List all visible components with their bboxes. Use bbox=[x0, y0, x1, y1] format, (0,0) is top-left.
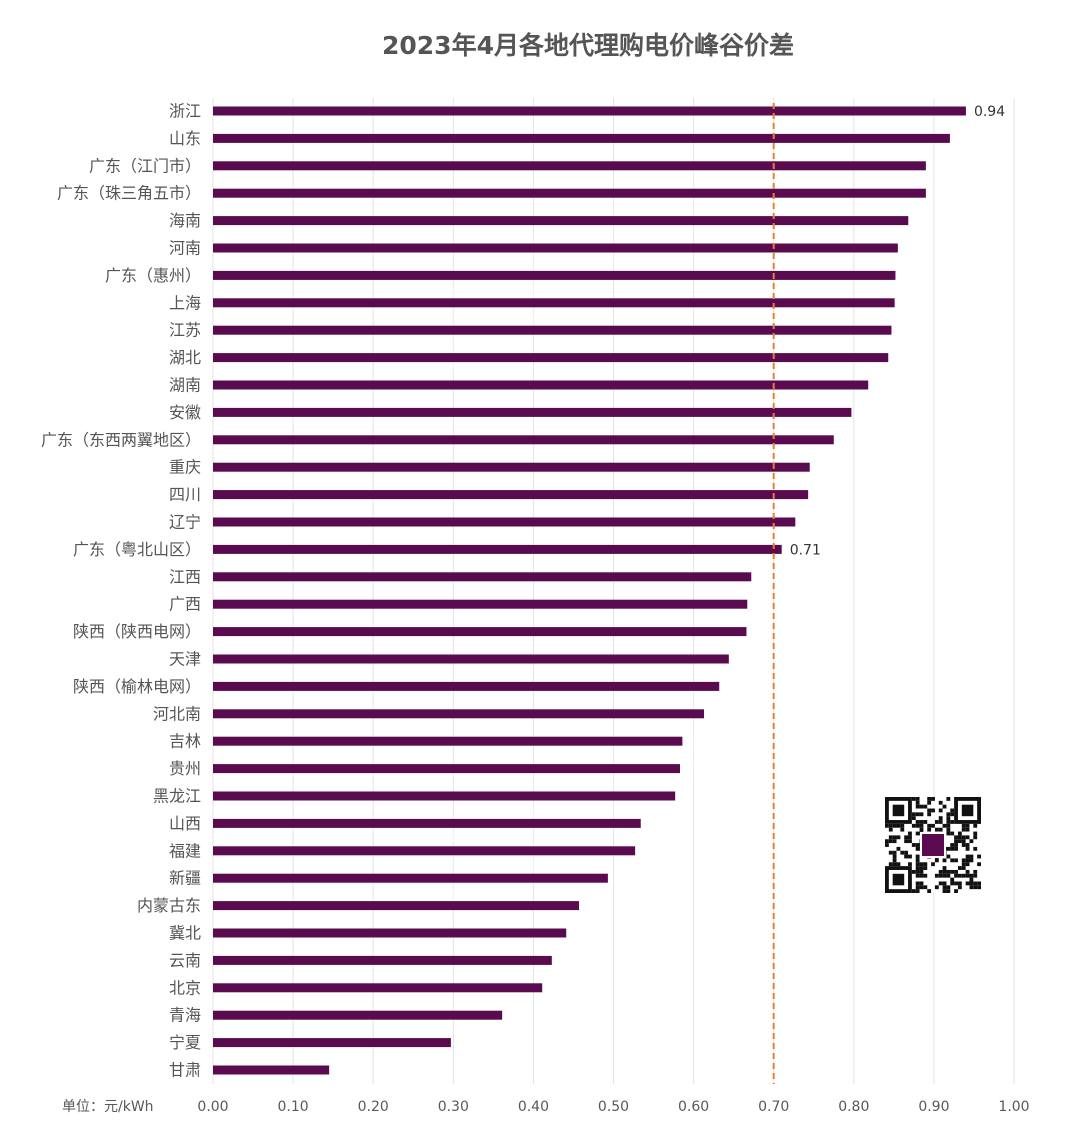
x-tick-label: 0.20 bbox=[358, 1099, 389, 1115]
category-label: 甘肃 bbox=[169, 1061, 201, 1080]
category-label: 湖南 bbox=[169, 376, 201, 395]
category-label: 河南 bbox=[169, 239, 201, 258]
bar bbox=[213, 572, 752, 582]
category-label: 云南 bbox=[169, 951, 201, 970]
bar bbox=[213, 709, 705, 719]
category-label: 广东（珠三角五市） bbox=[57, 184, 201, 203]
category-label: 黑龙江 bbox=[153, 787, 201, 806]
x-tick-label: 0.60 bbox=[678, 1099, 709, 1115]
bar bbox=[213, 901, 580, 911]
chart-title: 2023年4月各地代理购电价峰谷价差 bbox=[382, 31, 794, 60]
category-label: 山西 bbox=[169, 814, 201, 833]
x-tick-label: 0.00 bbox=[197, 1099, 228, 1115]
bar bbox=[213, 736, 683, 746]
data-labels: 0.94 0.71 bbox=[790, 104, 1005, 558]
bar bbox=[213, 243, 898, 253]
bar bbox=[213, 1038, 451, 1048]
category-label: 内蒙古东 bbox=[137, 896, 201, 915]
bar bbox=[213, 764, 680, 774]
category-label: 四川 bbox=[169, 485, 201, 504]
category-label: 北京 bbox=[169, 978, 201, 997]
bar bbox=[213, 818, 641, 828]
bar bbox=[213, 216, 909, 226]
qr-code-icon bbox=[884, 796, 982, 894]
x-tick-label: 0.50 bbox=[598, 1099, 629, 1115]
category-label: 浙江 bbox=[169, 102, 201, 121]
bar bbox=[213, 462, 810, 472]
category-label: 吉林 bbox=[169, 732, 201, 751]
bar bbox=[213, 627, 747, 637]
x-tick-label: 0.70 bbox=[758, 1099, 789, 1115]
category-label: 江西 bbox=[169, 567, 201, 586]
bar bbox=[213, 517, 796, 527]
bar bbox=[213, 1065, 330, 1075]
bar bbox=[213, 270, 896, 280]
category-label: 广东（粤北山区） bbox=[73, 540, 201, 559]
bar bbox=[213, 681, 720, 691]
category-label: 江苏 bbox=[169, 321, 201, 340]
data-label: 0.94 bbox=[974, 104, 1005, 120]
x-tick-label: 0.90 bbox=[918, 1099, 949, 1115]
category-label: 新疆 bbox=[169, 869, 201, 888]
x-tick-label: 0.40 bbox=[518, 1099, 549, 1115]
bar bbox=[213, 791, 676, 801]
data-label: 0.71 bbox=[790, 542, 821, 558]
bar bbox=[213, 298, 895, 308]
bar bbox=[213, 928, 567, 938]
bar bbox=[213, 106, 966, 116]
bar bbox=[213, 133, 950, 143]
category-label: 辽宁 bbox=[169, 513, 201, 532]
category-label: 贵州 bbox=[169, 759, 201, 778]
bar bbox=[213, 435, 834, 445]
bar bbox=[213, 654, 729, 664]
bar bbox=[213, 955, 552, 965]
category-label: 海南 bbox=[169, 211, 201, 230]
category-label: 广东（东西两翼地区） bbox=[41, 430, 201, 449]
bar bbox=[213, 983, 543, 993]
category-label: 湖北 bbox=[169, 348, 201, 367]
bar bbox=[213, 544, 782, 554]
bar bbox=[213, 161, 926, 171]
bar bbox=[213, 873, 608, 883]
bar bbox=[213, 1010, 503, 1020]
x-tick-label: 0.80 bbox=[838, 1099, 869, 1115]
x-tick-label: 0.10 bbox=[278, 1099, 309, 1115]
bar bbox=[213, 490, 809, 500]
category-label: 冀北 bbox=[169, 924, 201, 943]
category-label: 陕西（陕西电网） bbox=[73, 622, 201, 641]
category-label: 陕西（榆林电网） bbox=[73, 677, 201, 696]
x-tick-label: 0.30 bbox=[438, 1099, 469, 1115]
bar bbox=[213, 325, 892, 335]
category-label: 广东（惠州） bbox=[105, 266, 201, 285]
bar bbox=[213, 407, 852, 417]
unit-label: 单位：元/kWh bbox=[62, 1099, 154, 1115]
category-label: 宁夏 bbox=[169, 1033, 201, 1052]
bar bbox=[213, 188, 926, 198]
bars bbox=[213, 106, 966, 1075]
bar bbox=[213, 846, 636, 856]
category-label: 重庆 bbox=[169, 458, 201, 477]
category-label: 天津 bbox=[169, 650, 201, 669]
category-label: 广西 bbox=[169, 595, 201, 614]
bar bbox=[213, 380, 869, 390]
category-label: 青海 bbox=[169, 1006, 201, 1025]
category-label: 安徽 bbox=[169, 403, 201, 422]
x-tick-label: 1.00 bbox=[998, 1099, 1029, 1115]
gridlines bbox=[212, 98, 1015, 1084]
bar bbox=[213, 353, 889, 363]
category-label: 广东（江门市） bbox=[89, 156, 201, 175]
bar bbox=[213, 599, 748, 609]
category-label: 上海 bbox=[169, 293, 201, 312]
category-label: 河北南 bbox=[153, 704, 201, 723]
x-tick-labels: 0.00 0.10 0.20 0.30 0.40 0.50 0.60 0.70 0.80 0.90… bbox=[197, 1099, 1029, 1115]
category-label: 山东 bbox=[169, 129, 201, 148]
category-label: 福建 bbox=[169, 841, 201, 860]
